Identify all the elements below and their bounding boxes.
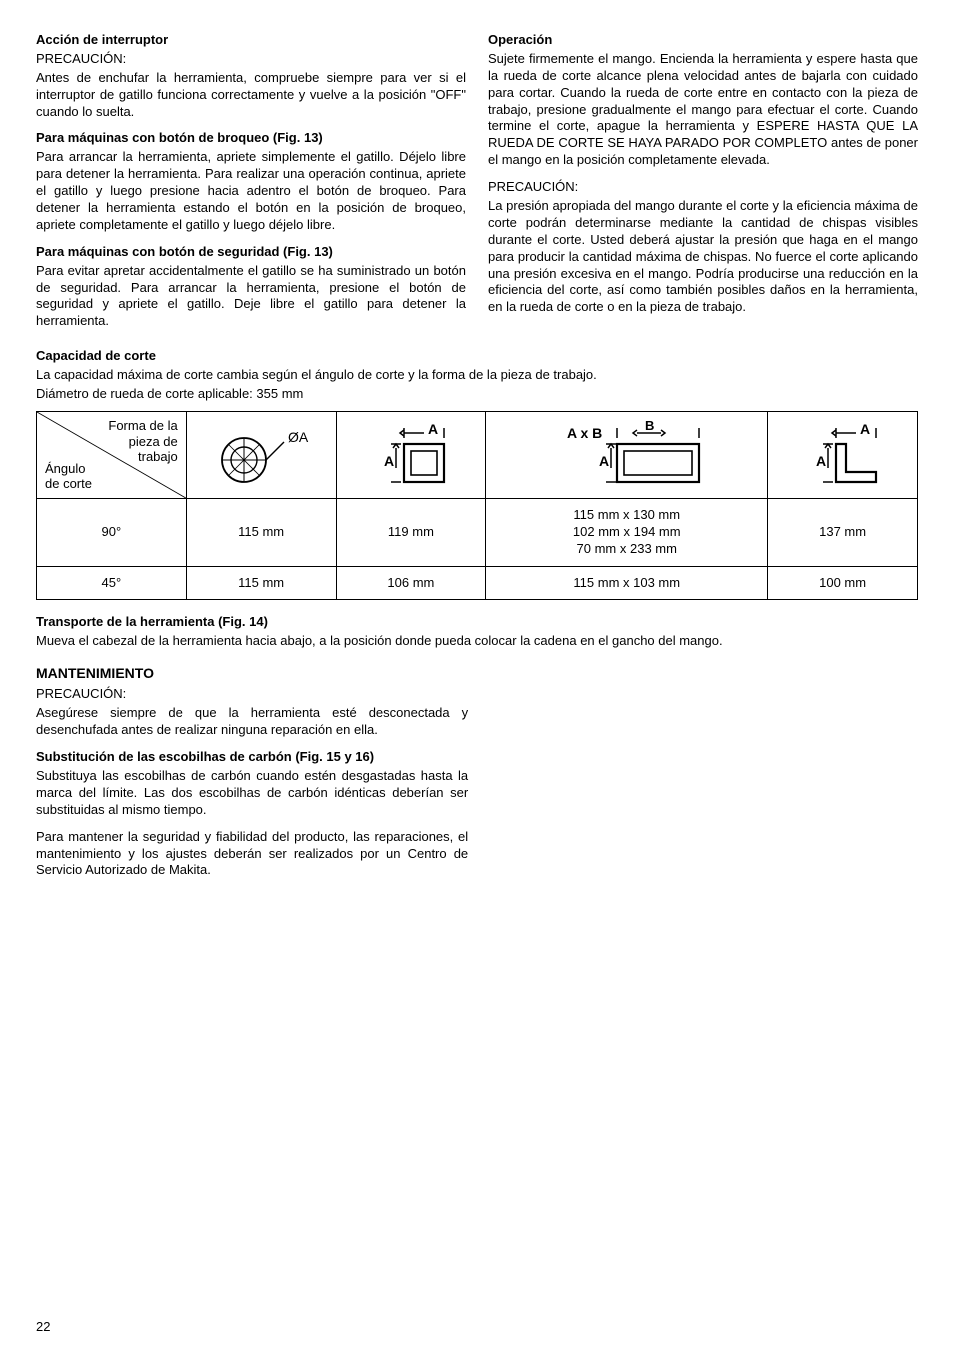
- maint-sub1: Substitución de las escobilhas de carbón…: [36, 749, 468, 766]
- shape-lsection-cell: A A: [768, 411, 918, 498]
- svg-text:B: B: [645, 420, 654, 433]
- value-cell: 115 mm: [186, 498, 336, 566]
- value-cell: 115 mm x 130 mm 102 mm x 194 mm 70 mm x …: [486, 498, 768, 566]
- value-cell: 100 mm: [768, 566, 918, 600]
- shape-rect-cell: A x B B A: [486, 411, 768, 498]
- svg-text:A: A: [599, 453, 609, 469]
- l-section-icon: A A: [788, 420, 898, 490]
- right-p2: La presión apropiada del mango durante e…: [488, 198, 918, 316]
- right-column: Operación Sujete firmemente el mango. En…: [488, 32, 918, 340]
- page-number: 22: [36, 1319, 50, 1336]
- svg-text:A: A: [860, 421, 870, 437]
- capacity-intro1: La capacidad máxima de corte cambia segú…: [36, 367, 918, 384]
- diag-bottom-label: Ángulo de corte: [45, 461, 92, 492]
- table-row: 45° 115 mm 106 mm 115 mm x 103 mm 100 mm: [37, 566, 918, 600]
- angle-cell: 45°: [37, 566, 187, 600]
- left-sub2: Para máquinas con botón de seguridad (Fi…: [36, 244, 466, 261]
- maintenance-heading: MANTENIMIENTO: [36, 664, 918, 682]
- left-caution: PRECAUCIÓN:: [36, 51, 466, 68]
- value-cell: 106 mm: [336, 566, 486, 600]
- svg-text:A: A: [816, 453, 826, 469]
- maintenance-column: PRECAUCIÓN: Asegúrese siempre de que la …: [36, 686, 468, 879]
- value-cell: 137 mm: [768, 498, 918, 566]
- left-column: Acción de interruptor PRECAUCIÓN: Antes …: [36, 32, 466, 340]
- right-heading: Operación: [488, 32, 918, 49]
- value-cell: 115 mm x 103 mm: [486, 566, 768, 600]
- svg-text:A: A: [428, 421, 438, 437]
- right-p1: Sujete firmemente el mango. Encienda la …: [488, 51, 918, 169]
- maint-p2: Substituya las escobilhas de carbón cuan…: [36, 768, 468, 819]
- right-caution: PRECAUCIÓN:: [488, 179, 918, 196]
- round-pipe-icon: ØA: [206, 420, 316, 490]
- table-header-row: Forma de la pieza de trabajo Ángulo de c…: [37, 411, 918, 498]
- capacity-intro2: Diámetro de rueda de corte aplicable: 35…: [36, 386, 918, 403]
- value-cell: 119 mm: [336, 498, 486, 566]
- maint-p1: Asegúrese siempre de que la herramienta …: [36, 705, 468, 739]
- shape-round-cell: ØA: [186, 411, 336, 498]
- left-sub1: Para máquinas con botón de broqueo (Fig.…: [36, 130, 466, 147]
- table-row: 90° 115 mm 119 mm 115 mm x 130 mm 102 mm…: [37, 498, 918, 566]
- left-heading: Acción de interruptor: [36, 32, 466, 49]
- left-p3: Para evitar apretar accidentalmente el g…: [36, 263, 466, 331]
- left-p2: Para arrancar la herramienta, apriete si…: [36, 149, 466, 233]
- angle-cell: 90°: [37, 498, 187, 566]
- transport-p1: Mueva el cabezal de la herramienta hacia…: [36, 633, 918, 650]
- top-two-column: Acción de interruptor PRECAUCIÓN: Antes …: [36, 32, 918, 340]
- svg-text:A: A: [384, 453, 394, 469]
- transport-heading: Transporte de la herramienta (Fig. 14): [36, 614, 918, 631]
- maint-caution: PRECAUCIÓN:: [36, 686, 468, 703]
- maint-p3: Para mantener la seguridad y fiabilidad …: [36, 829, 468, 880]
- capacity-heading: Capacidad de corte: [36, 348, 918, 365]
- capacity-table: Forma de la pieza de trabajo Ángulo de c…: [36, 411, 918, 601]
- svg-text:A x B: A x B: [567, 425, 602, 441]
- diagonal-header-cell: Forma de la pieza de trabajo Ángulo de c…: [37, 411, 187, 498]
- rect-tube-icon: A x B B A: [527, 420, 727, 490]
- value-cell: 115 mm: [186, 566, 336, 600]
- diag-top-label: Forma de la pieza de trabajo: [108, 418, 177, 465]
- oa-text: ØA: [288, 429, 309, 445]
- shape-square-cell: A A: [336, 411, 486, 498]
- left-p1: Antes de enchufar la herramienta, compru…: [36, 70, 466, 121]
- square-tube-icon: A A: [356, 420, 466, 490]
